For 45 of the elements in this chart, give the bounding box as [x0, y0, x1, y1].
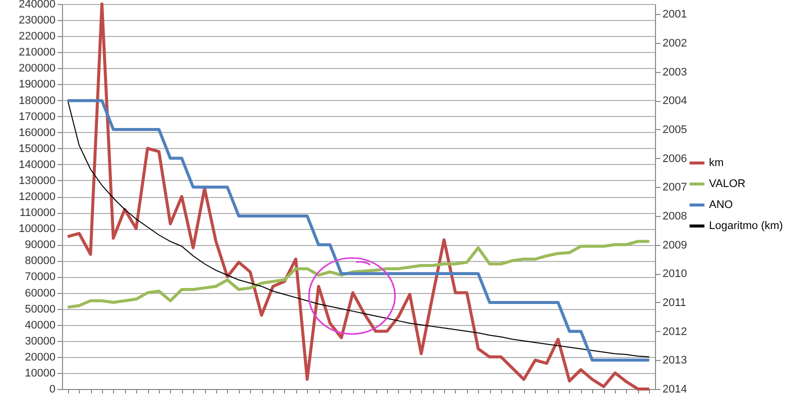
legend-label: Logaritmo (km) — [709, 220, 783, 232]
y-tick-label: 40000 — [24, 319, 56, 332]
y-tick-label: 10000 — [24, 367, 56, 380]
y2-tick-label: 2005 — [662, 124, 687, 136]
y2-tick-label: 2013 — [662, 354, 687, 367]
line-series — [66, 240, 651, 309]
y-tick-label: 0 — [49, 384, 56, 396]
legend-label: km — [709, 157, 724, 169]
line-series — [66, 2, 651, 390]
y-tick-label: 70000 — [24, 271, 56, 284]
y-tick-label: 140000 — [18, 158, 56, 171]
y-tick-label: 230000 — [18, 14, 56, 27]
y-tick-label: 150000 — [18, 142, 56, 155]
y2-tick-label: 2012 — [662, 326, 687, 338]
y2-tick-label: 2004 — [662, 95, 687, 108]
y2-tick-label: 2002 — [662, 37, 687, 50]
y-tick-label: 220000 — [18, 30, 56, 43]
y2-tick-label: 2001 — [662, 8, 687, 21]
y-tick-label: 30000 — [24, 335, 56, 348]
y2-tick-label: 2003 — [662, 66, 687, 78]
y-tick-label: 200000 — [18, 62, 56, 75]
y-tick-label: 50000 — [24, 303, 56, 316]
y2-tick-label: 2014 — [662, 384, 687, 396]
legend-label: VALOR — [709, 178, 746, 190]
y-tick-label: 120000 — [18, 191, 56, 203]
y-tick-label: 180000 — [18, 94, 56, 107]
y-tick-label: 110000 — [20, 207, 56, 220]
y-tick-label: 90000 — [24, 239, 56, 252]
y-tick-label: 170000 — [18, 110, 56, 123]
legend-label: ANO — [709, 199, 734, 211]
y2-tick-label: 2009 — [662, 239, 687, 252]
y2-tick-label: 2007 — [662, 182, 687, 194]
y-tick-label: 130000 — [18, 174, 56, 187]
y-tick-label: 190000 — [18, 78, 56, 91]
y2-tick-label: 2010 — [662, 268, 687, 280]
y2-tick-label: 2011 — [662, 296, 686, 309]
y-tick-label: 160000 — [18, 126, 56, 139]
y-tick-label: 80000 — [24, 255, 56, 268]
y-tick-label: 20000 — [24, 351, 56, 364]
y-tick-label: 210000 — [18, 46, 56, 59]
y-tick-label: 100000 — [18, 223, 56, 236]
y2-tick-label: 2006 — [662, 152, 687, 165]
y-tick-label: 240000 — [18, 0, 56, 10]
y-tick-label: 60000 — [24, 287, 56, 300]
y2-tick-label: 2008 — [662, 210, 687, 222]
